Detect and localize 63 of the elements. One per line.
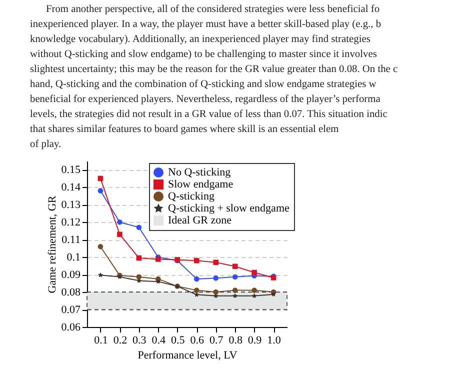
point	[232, 274, 238, 280]
text: beneficial for experienced players. Nevertheless, regardless of the player’s performa	[30, 93, 382, 107]
point	[156, 256, 161, 262]
point	[136, 278, 142, 283]
point	[98, 272, 103, 278]
y-tick-label: 0.06	[61, 322, 81, 334]
x-tick-label: 0.6	[190, 334, 204, 346]
x-axis-title: Performance level, LV	[138, 350, 238, 362]
point	[194, 288, 200, 293]
point	[252, 270, 257, 276]
point	[232, 288, 238, 293]
y-tick-label: 0.15	[61, 164, 81, 176]
y-tick-label: 0.13	[61, 199, 81, 212]
text: hand, Q-sticking and the combination of Q-sticking and slow endgame strategies w	[30, 78, 378, 92]
x-tick-label: 0.1	[94, 334, 108, 346]
y-tick-label: 0.1	[66, 252, 80, 264]
y-tick-label: 0.07	[61, 304, 81, 316]
text: knowledge vocabulary). Additionally, an inexperienced player may find strategies	[30, 33, 372, 47]
x-tick-label: 0.3	[132, 334, 147, 346]
point	[213, 293, 218, 298]
point	[232, 264, 238, 270]
y-tick-label: 0.14	[61, 182, 81, 194]
text: without Q-sticking and slow endgame) to be challenging to master since it involves	[30, 48, 378, 62]
point	[194, 292, 200, 297]
x-tick-label: 0.2	[113, 334, 128, 346]
legend-label: Slow endgame	[168, 178, 234, 190]
legend-label: Ideal GR zone	[168, 214, 232, 226]
point	[271, 292, 276, 296]
x-tick-label: 1.0	[267, 334, 282, 346]
point	[156, 278, 161, 284]
point	[194, 258, 200, 264]
x-tick-label: 0.5	[171, 334, 186, 346]
point	[252, 293, 257, 298]
point	[213, 289, 218, 295]
y-axis-title: Game refinement, GR	[46, 195, 58, 294]
text: that shares similar features to board games where skill is an essential elem	[30, 123, 340, 137]
y-tick-label: 0.08	[61, 286, 81, 299]
y-tick-label: 0.09	[61, 269, 81, 282]
point	[117, 232, 122, 238]
legend-label: No Q-sticking	[168, 166, 232, 178]
point	[136, 224, 142, 230]
x-tick-label: 0.7	[209, 334, 224, 346]
x-tick-label: 0.9	[248, 334, 262, 346]
point	[117, 220, 122, 225]
text: From another perspective, all of the considered strategies were less beneficial fo	[45, 3, 381, 17]
y-tick-label: 0.11	[62, 234, 80, 246]
legend-label: Q-sticking	[168, 190, 215, 202]
text: inexperienced player. In a way, the player must have a better skill-based play (e.g., b	[30, 18, 382, 32]
y-tick-label: 0.12	[61, 216, 80, 229]
point	[98, 244, 104, 250]
point	[213, 260, 218, 265]
x-tick-label: 0.8	[228, 334, 243, 346]
point	[232, 293, 238, 298]
point	[252, 288, 257, 293]
point	[213, 275, 218, 281]
text: levels, the strategies did not result in a GR value of less than 0.07. This situation indic	[30, 108, 388, 122]
text: slightest uncertainty; this may be the reason for the GR value greater than 0.08. On the c	[30, 63, 399, 77]
x-tick-label: 0.4	[152, 334, 166, 346]
point	[194, 276, 200, 282]
legend-label: Q-sticking + slow endgame	[168, 202, 290, 214]
point	[98, 188, 104, 194]
text: of play.	[30, 138, 62, 152]
point	[136, 274, 142, 280]
